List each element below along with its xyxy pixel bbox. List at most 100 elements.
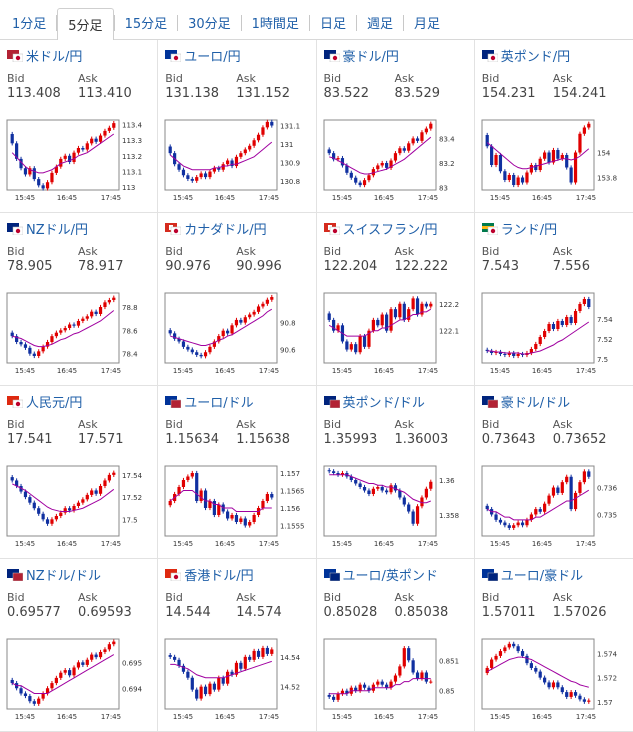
pair-name: スイスフラン/円 [342, 223, 438, 238]
ask-value: 1.57026 [552, 605, 607, 620]
pair-link[interactable]: ユーロ/英ポンド [323, 565, 438, 584]
tab-timeframe-3[interactable]: 30分足 [188, 17, 231, 32]
candle-body [72, 506, 76, 511]
pair-link[interactable]: ユーロ/ドル [165, 392, 254, 411]
rate-card: ユーロ/円 Bid Ask 131.138 131.152 130.8 130.9 131 13… [158, 40, 317, 213]
bid-value: 0.73643 [481, 432, 536, 447]
bid-value: 0.69577 [7, 605, 61, 620]
candle-body [415, 298, 419, 315]
candlestick-chart: 14.52 14.54 15:45 16:45 17:45 [164, 638, 301, 721]
pair-link[interactable]: 英ポンド/円 [481, 46, 570, 65]
candle-body [23, 344, 28, 348]
ask-label: Ask [236, 591, 256, 604]
pair-link[interactable]: ユーロ/円 [165, 46, 241, 65]
candle-body [28, 696, 32, 702]
candle-body [173, 333, 177, 339]
pair-link[interactable]: 英ポンド/ドル [323, 392, 425, 411]
pair-link[interactable]: 米ドル/円 [7, 46, 82, 65]
tab-timeframe-1[interactable]: 5分足 [57, 7, 114, 40]
plot-frame [323, 119, 436, 191]
plot-frame [481, 638, 595, 710]
pair-link[interactable]: ユーロ/豪ドル [481, 565, 584, 584]
mini-chart[interactable]: 90.6 90.8 15:45 16:45 17:45 [163, 289, 311, 377]
y-tick-label: 7.54 [597, 316, 613, 324]
candle-body [168, 655, 173, 657]
candle-body [10, 679, 14, 684]
tab-timeframe-5[interactable]: 日足 [319, 17, 346, 32]
candle-body [59, 158, 63, 167]
pair-link[interactable]: 香港ドル/円 [165, 565, 254, 584]
candlestick-chart: 122.1 122.2 15:45 16:45 17:45 [323, 292, 459, 375]
ask-label: Ask [236, 418, 256, 431]
mini-chart[interactable]: 14.52 14.54 15:45 16:45 17:45 [163, 635, 311, 723]
mini-chart[interactable]: 1.358 1.36 15:45 16:45 17:45 [322, 462, 470, 550]
x-tick-label: 15:45 [331, 194, 351, 202]
candle-body [230, 160, 234, 167]
moving-average-line [486, 142, 589, 170]
pair-name: ユーロ/豪ドル [500, 569, 584, 584]
pair-link[interactable]: 豪ドル/ドル [481, 392, 570, 411]
tab-timeframe-0[interactable]: 1分足 [12, 17, 47, 32]
candle-body [81, 662, 85, 665]
ask-label: Ask [552, 418, 573, 431]
y-tick-label: 83 [439, 185, 448, 193]
candle-body [199, 354, 203, 357]
candle-body [195, 689, 199, 699]
candle-body [393, 485, 397, 491]
pair-link[interactable]: ランド/円 [481, 219, 557, 238]
mini-chart[interactable]: 1.1555 1.156 1.1565 1.157 15:45 16:45 17:45 [163, 462, 311, 550]
tab-timeframe-6[interactable]: 週足 [366, 17, 393, 32]
candle-body [384, 684, 388, 688]
mini-chart[interactable]: 1.57 1.572 1.574 15:45 16:45 17:45 [480, 635, 628, 723]
x-tick-label: 16:45 [215, 367, 235, 375]
mini-chart[interactable]: 7.5 7.52 7.54 15:45 16:45 17:45 [480, 289, 628, 377]
tab-timeframe-2[interactable]: 15分足 [124, 17, 168, 32]
y-tick-label: 1.1555 [280, 523, 305, 531]
mini-chart[interactable]: 83 83.2 83.4 15:45 16:45 17:45 [322, 116, 470, 204]
mini-chart[interactable]: 0.85 0.851 15:45 16:45 17:45 [322, 635, 470, 723]
candle-body [81, 499, 85, 503]
mini-chart[interactable]: 153.8 154 15:45 16:45 17:45 [480, 116, 628, 204]
candle-body [252, 311, 256, 315]
mini-chart[interactable]: 17.5 17.52 17.54 15:45 16:45 17:45 [5, 462, 153, 550]
candle-body [380, 314, 384, 326]
mini-chart[interactable]: 130.8 130.9 131 131.1 15:45 16:45 17:45 [163, 116, 311, 204]
y-tick-label: 0.736 [597, 485, 618, 493]
candle-body [511, 175, 516, 185]
pair-link[interactable]: 豪ドル/円 [323, 46, 399, 65]
bid-value: 0.85028 [323, 605, 378, 620]
x-tick-label: 17:45 [417, 194, 437, 202]
candle-body [239, 662, 243, 669]
mini-chart[interactable]: 0.735 0.736 15:45 16:45 17:45 [480, 462, 628, 550]
moving-average-line [328, 474, 431, 504]
mini-chart[interactable]: 113 113.1 113.2 113.3 113.4 15:45 16:45 17:45 [5, 116, 153, 204]
candle-body [331, 319, 335, 331]
candle-body [72, 152, 76, 162]
pair-link[interactable]: NZドル/円 [7, 219, 88, 238]
pair-link[interactable]: カナダドル/円 [165, 219, 267, 238]
candle-body [406, 648, 410, 661]
candle-body [349, 172, 353, 178]
ask-value: 1.15638 [236, 432, 291, 447]
pair-link[interactable]: スイスフラン/円 [323, 219, 438, 238]
candle-body [384, 490, 388, 493]
pair-link[interactable]: 人民元/円 [7, 392, 82, 411]
candle-body [235, 319, 239, 326]
candle-body [32, 353, 36, 356]
candle-body [366, 687, 371, 691]
tab-timeframe-4[interactable]: 1時間足 [251, 17, 299, 32]
pair-link[interactable]: NZドル/ドル [7, 565, 101, 584]
x-tick-label: 16:45 [532, 367, 552, 375]
candle-body [54, 166, 58, 173]
mini-chart[interactable]: 78.4 78.6 78.8 15:45 16:45 17:45 [5, 289, 153, 377]
candlestick-chart: 78.4 78.6 78.8 15:45 16:45 17:45 [6, 292, 138, 375]
tab-timeframe-7[interactable]: 月足 [413, 17, 440, 32]
plot-frame [164, 119, 278, 191]
mini-chart[interactable]: 0.694 0.695 15:45 16:45 17:45 [5, 635, 153, 723]
y-tick-label: 17.52 [122, 494, 142, 502]
rate-card: 豪ドル/ドル Bid Ask 0.73643 0.73652 0.735 0.736 15:4… [474, 386, 633, 559]
x-tick-label: 15:45 [15, 194, 35, 202]
mini-chart[interactable]: 122.1 122.2 15:45 16:45 17:45 [322, 289, 470, 377]
candle-body [204, 352, 208, 357]
cn-jp-flag-icon [7, 395, 24, 408]
